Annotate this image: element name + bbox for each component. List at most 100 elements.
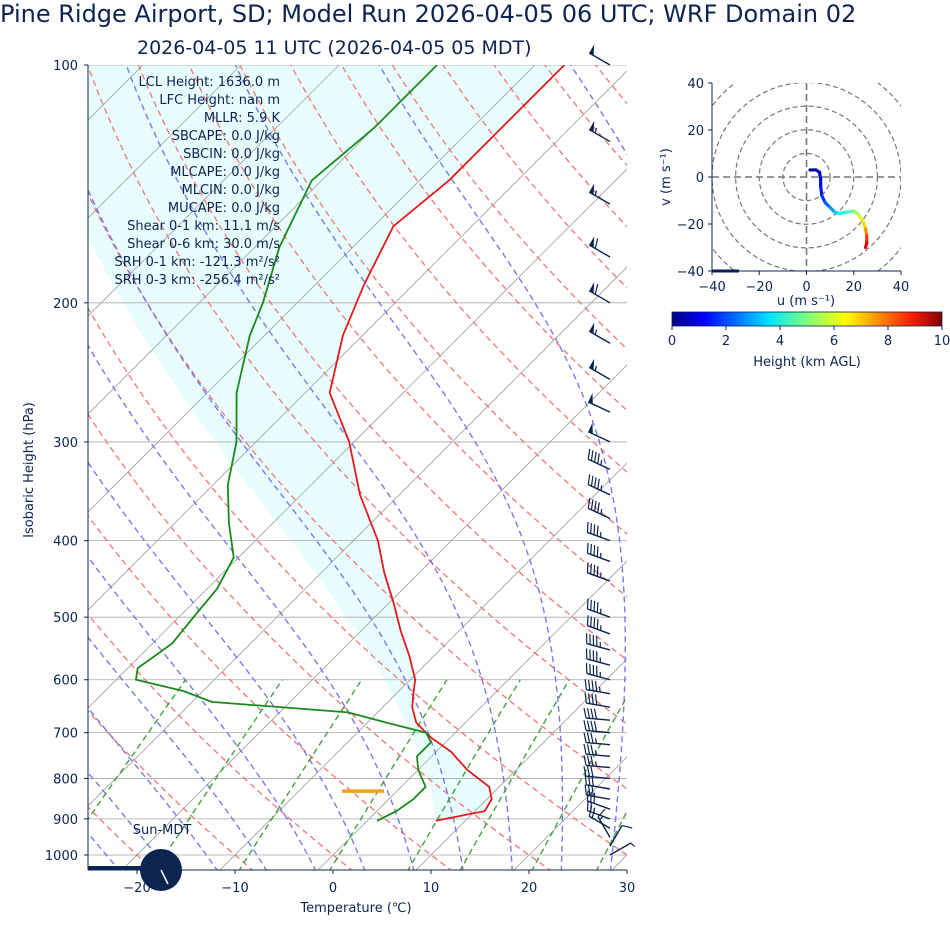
barb-full bbox=[590, 720, 594, 732]
barb-shaft bbox=[586, 642, 611, 651]
barb-shaft bbox=[587, 572, 611, 582]
wind-barb bbox=[583, 755, 611, 769]
barb-half bbox=[600, 459, 603, 466]
hodograph-y-tick-label: 40 bbox=[687, 77, 704, 92]
barb-full bbox=[596, 546, 599, 557]
wind-barb bbox=[609, 824, 633, 847]
colorbar-tick-label: 2 bbox=[722, 334, 730, 349]
barb-shaft bbox=[588, 290, 611, 304]
wind-barb bbox=[588, 183, 611, 205]
barb-half bbox=[594, 761, 598, 767]
wind-barb bbox=[586, 800, 611, 820]
barb-full bbox=[586, 521, 589, 533]
wind-barb bbox=[587, 448, 611, 471]
barb-flag bbox=[589, 322, 595, 334]
x-tick-label: 0 bbox=[329, 881, 337, 896]
wind-barb bbox=[587, 422, 611, 443]
barb-full bbox=[594, 694, 598, 705]
barb-full bbox=[596, 618, 599, 630]
wind-barb bbox=[587, 474, 611, 496]
barb-full bbox=[590, 563, 592, 575]
barb-flag bbox=[589, 282, 595, 294]
dry-adiabat-line bbox=[594, 65, 627, 105]
colorbar-tick-label: 4 bbox=[776, 334, 784, 349]
barb-shaft bbox=[587, 401, 611, 413]
barb-full bbox=[583, 732, 587, 743]
barb-shaft bbox=[587, 625, 611, 635]
moist-adiabat-line bbox=[88, 555, 317, 870]
barb-full bbox=[587, 785, 591, 796]
barb-full bbox=[593, 564, 596, 576]
barb-full bbox=[584, 679, 587, 690]
barb-full bbox=[586, 744, 591, 755]
temperature-profile bbox=[328, 65, 566, 822]
barb-shaft bbox=[587, 531, 611, 542]
barb-full bbox=[586, 542, 589, 554]
barb-full bbox=[583, 766, 587, 777]
barb-shaft bbox=[587, 507, 611, 520]
barb-full bbox=[586, 615, 589, 626]
index-shear-0-6-km: Shear 0-6 km: 30.0 m/s bbox=[127, 237, 280, 252]
barb-flag bbox=[589, 358, 595, 370]
barb-full bbox=[586, 562, 589, 573]
hodograph-x-label: u (m s⁻¹) bbox=[777, 294, 835, 309]
wind-barb bbox=[587, 392, 611, 413]
height-colorbar bbox=[671, 311, 943, 327]
hodograph-x-tick-label: 40 bbox=[893, 280, 910, 295]
barb-full bbox=[590, 732, 594, 744]
barb-shaft bbox=[586, 717, 611, 721]
barb-shaft bbox=[586, 702, 611, 708]
barb-full bbox=[593, 792, 596, 804]
dry-adiabat-line bbox=[748, 65, 950, 872]
barb-shaft bbox=[588, 128, 611, 143]
dry-adiabat-line bbox=[88, 514, 453, 870]
wind-barb bbox=[586, 542, 611, 563]
dry-adiabat-line bbox=[88, 192, 627, 790]
y-tick-label: 700 bbox=[53, 727, 78, 742]
barb-full bbox=[590, 475, 594, 487]
barb-half bbox=[594, 738, 598, 744]
barb-full bbox=[590, 499, 594, 510]
hodograph-x-tick-label: −20 bbox=[746, 280, 773, 295]
barb-full bbox=[584, 784, 587, 796]
index-mucape: MUCAPE: 0.0 J/kg bbox=[168, 201, 280, 216]
barb-flag bbox=[589, 44, 595, 56]
wind-barb bbox=[586, 562, 611, 582]
barb-shaft bbox=[586, 741, 611, 746]
barb-full bbox=[586, 708, 591, 719]
barb-full bbox=[590, 599, 592, 611]
barb-full bbox=[594, 680, 598, 692]
colorbar-label: Height (km AGL) bbox=[753, 355, 861, 370]
dry-adiabat-line bbox=[239, 65, 627, 535]
barb-full bbox=[584, 774, 587, 785]
colorbar-tick-label: 8 bbox=[884, 334, 892, 349]
wind-barb bbox=[583, 766, 611, 780]
x-tick-label: −10 bbox=[221, 881, 248, 896]
barb-full bbox=[593, 545, 596, 556]
mixing-ratio-line bbox=[154, 679, 283, 870]
barb-shaft bbox=[587, 552, 611, 563]
barb-shaft bbox=[609, 842, 632, 856]
isotherm-line bbox=[88, 65, 242, 219]
isotherm-line bbox=[513, 756, 627, 870]
isotherm-line bbox=[88, 70, 627, 611]
barb-shaft bbox=[588, 52, 611, 66]
moist-adiabat-line bbox=[88, 344, 415, 870]
hodograph-y-label: v (m s⁻¹) bbox=[659, 148, 674, 206]
barb-full bbox=[597, 502, 600, 513]
parcel-shading bbox=[88, 65, 565, 821]
barb-full bbox=[596, 525, 599, 537]
wind-barb bbox=[583, 720, 611, 734]
barb-full bbox=[593, 451, 597, 463]
hodograph-segment bbox=[863, 241, 869, 250]
y-tick-label: 1000 bbox=[45, 849, 78, 864]
wind-barb bbox=[586, 598, 611, 618]
barb-full bbox=[597, 478, 600, 490]
barb-full bbox=[590, 791, 592, 803]
dry-adiabat-line bbox=[544, 65, 627, 167]
mixing-ratio-line bbox=[88, 679, 187, 821]
hodograph-x-tick-label: 20 bbox=[845, 280, 862, 295]
wind-barb bbox=[584, 692, 611, 708]
moist-adiabat-line bbox=[125, 65, 513, 870]
moist-adiabat-line bbox=[570, 65, 627, 156]
